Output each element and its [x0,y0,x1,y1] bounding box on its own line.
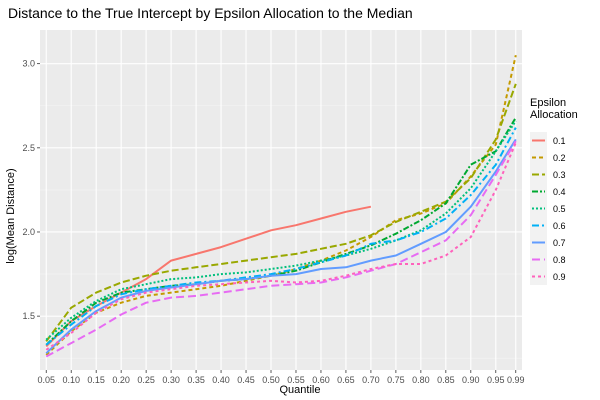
x-tick-label: 0.90 [462,375,480,385]
series-line-0-4 [45,116,517,346]
axis-ticks: 1.5 2.0 2.5 3.0 0.05 0.10 0.15 0.20 0.25 0.30 0.35… [22,59,524,385]
x-tick-label: 0.15 [87,375,105,385]
x-tick-label: 0.20 [112,375,130,385]
legend-key-background [530,200,547,217]
y-tick-label: 2.0 [22,227,35,237]
x-tick-label: 0.99 [507,375,525,385]
legend-label: 0.5 [553,204,566,214]
series-line-0-8 [45,140,517,358]
y-tick-label: 1.5 [22,311,35,321]
x-tick-label: 0.75 [387,375,405,385]
x-axis-title: Quantile [280,384,321,396]
y-tick-label: 2.5 [22,143,35,153]
legend-key-background [530,149,547,166]
legend-label: 0.9 [553,272,566,282]
x-tick-label: 0.30 [162,375,180,385]
x-tick-label: 0.95 [487,375,505,385]
series-line-0-6 [45,127,517,346]
x-tick-label: 0.55 [287,375,305,385]
y-axis-title: log(Mean Distance) [5,168,17,263]
x-tick-label: 0.65 [337,375,355,385]
legend-title: Allocation [530,109,578,121]
legend-label: 0.2 [553,153,566,163]
x-tick-label: 0.60 [312,375,330,385]
x-tick-label: 0.40 [212,375,230,385]
x-tick-label: 0.50 [262,375,280,385]
plot-panel [40,30,522,370]
x-tick-label: 0.85 [437,375,455,385]
legend-label: 0.6 [553,221,566,231]
legend-label: 0.4 [553,187,566,197]
x-tick-label: 0.05 [37,375,55,385]
legend-key-background [530,183,547,200]
legend-label: 0.1 [553,136,566,146]
legend-label: 0.7 [553,238,566,248]
x-tick-label: 0.35 [187,375,205,385]
y-tick-label: 3.0 [22,59,35,69]
chart-title: Distance to the True Intercept by Epsilo… [8,5,413,21]
series-line-0-3 [45,83,517,342]
series-line-0-1 [45,205,372,348]
legend-title: Epsilon [530,97,566,109]
x-tick-label: 0.10 [62,375,80,385]
series-line-0-9 [45,142,517,351]
x-tick-label: 0.25 [137,375,155,385]
series-lines [45,54,517,358]
x-tick-label: 0.45 [237,375,255,385]
series-line-0-7 [45,138,517,354]
x-tick-label: 0.80 [412,375,430,385]
legend-label: 0.3 [553,170,566,180]
legend-label: 0.8 [553,255,566,265]
x-tick-label: 0.70 [362,375,380,385]
